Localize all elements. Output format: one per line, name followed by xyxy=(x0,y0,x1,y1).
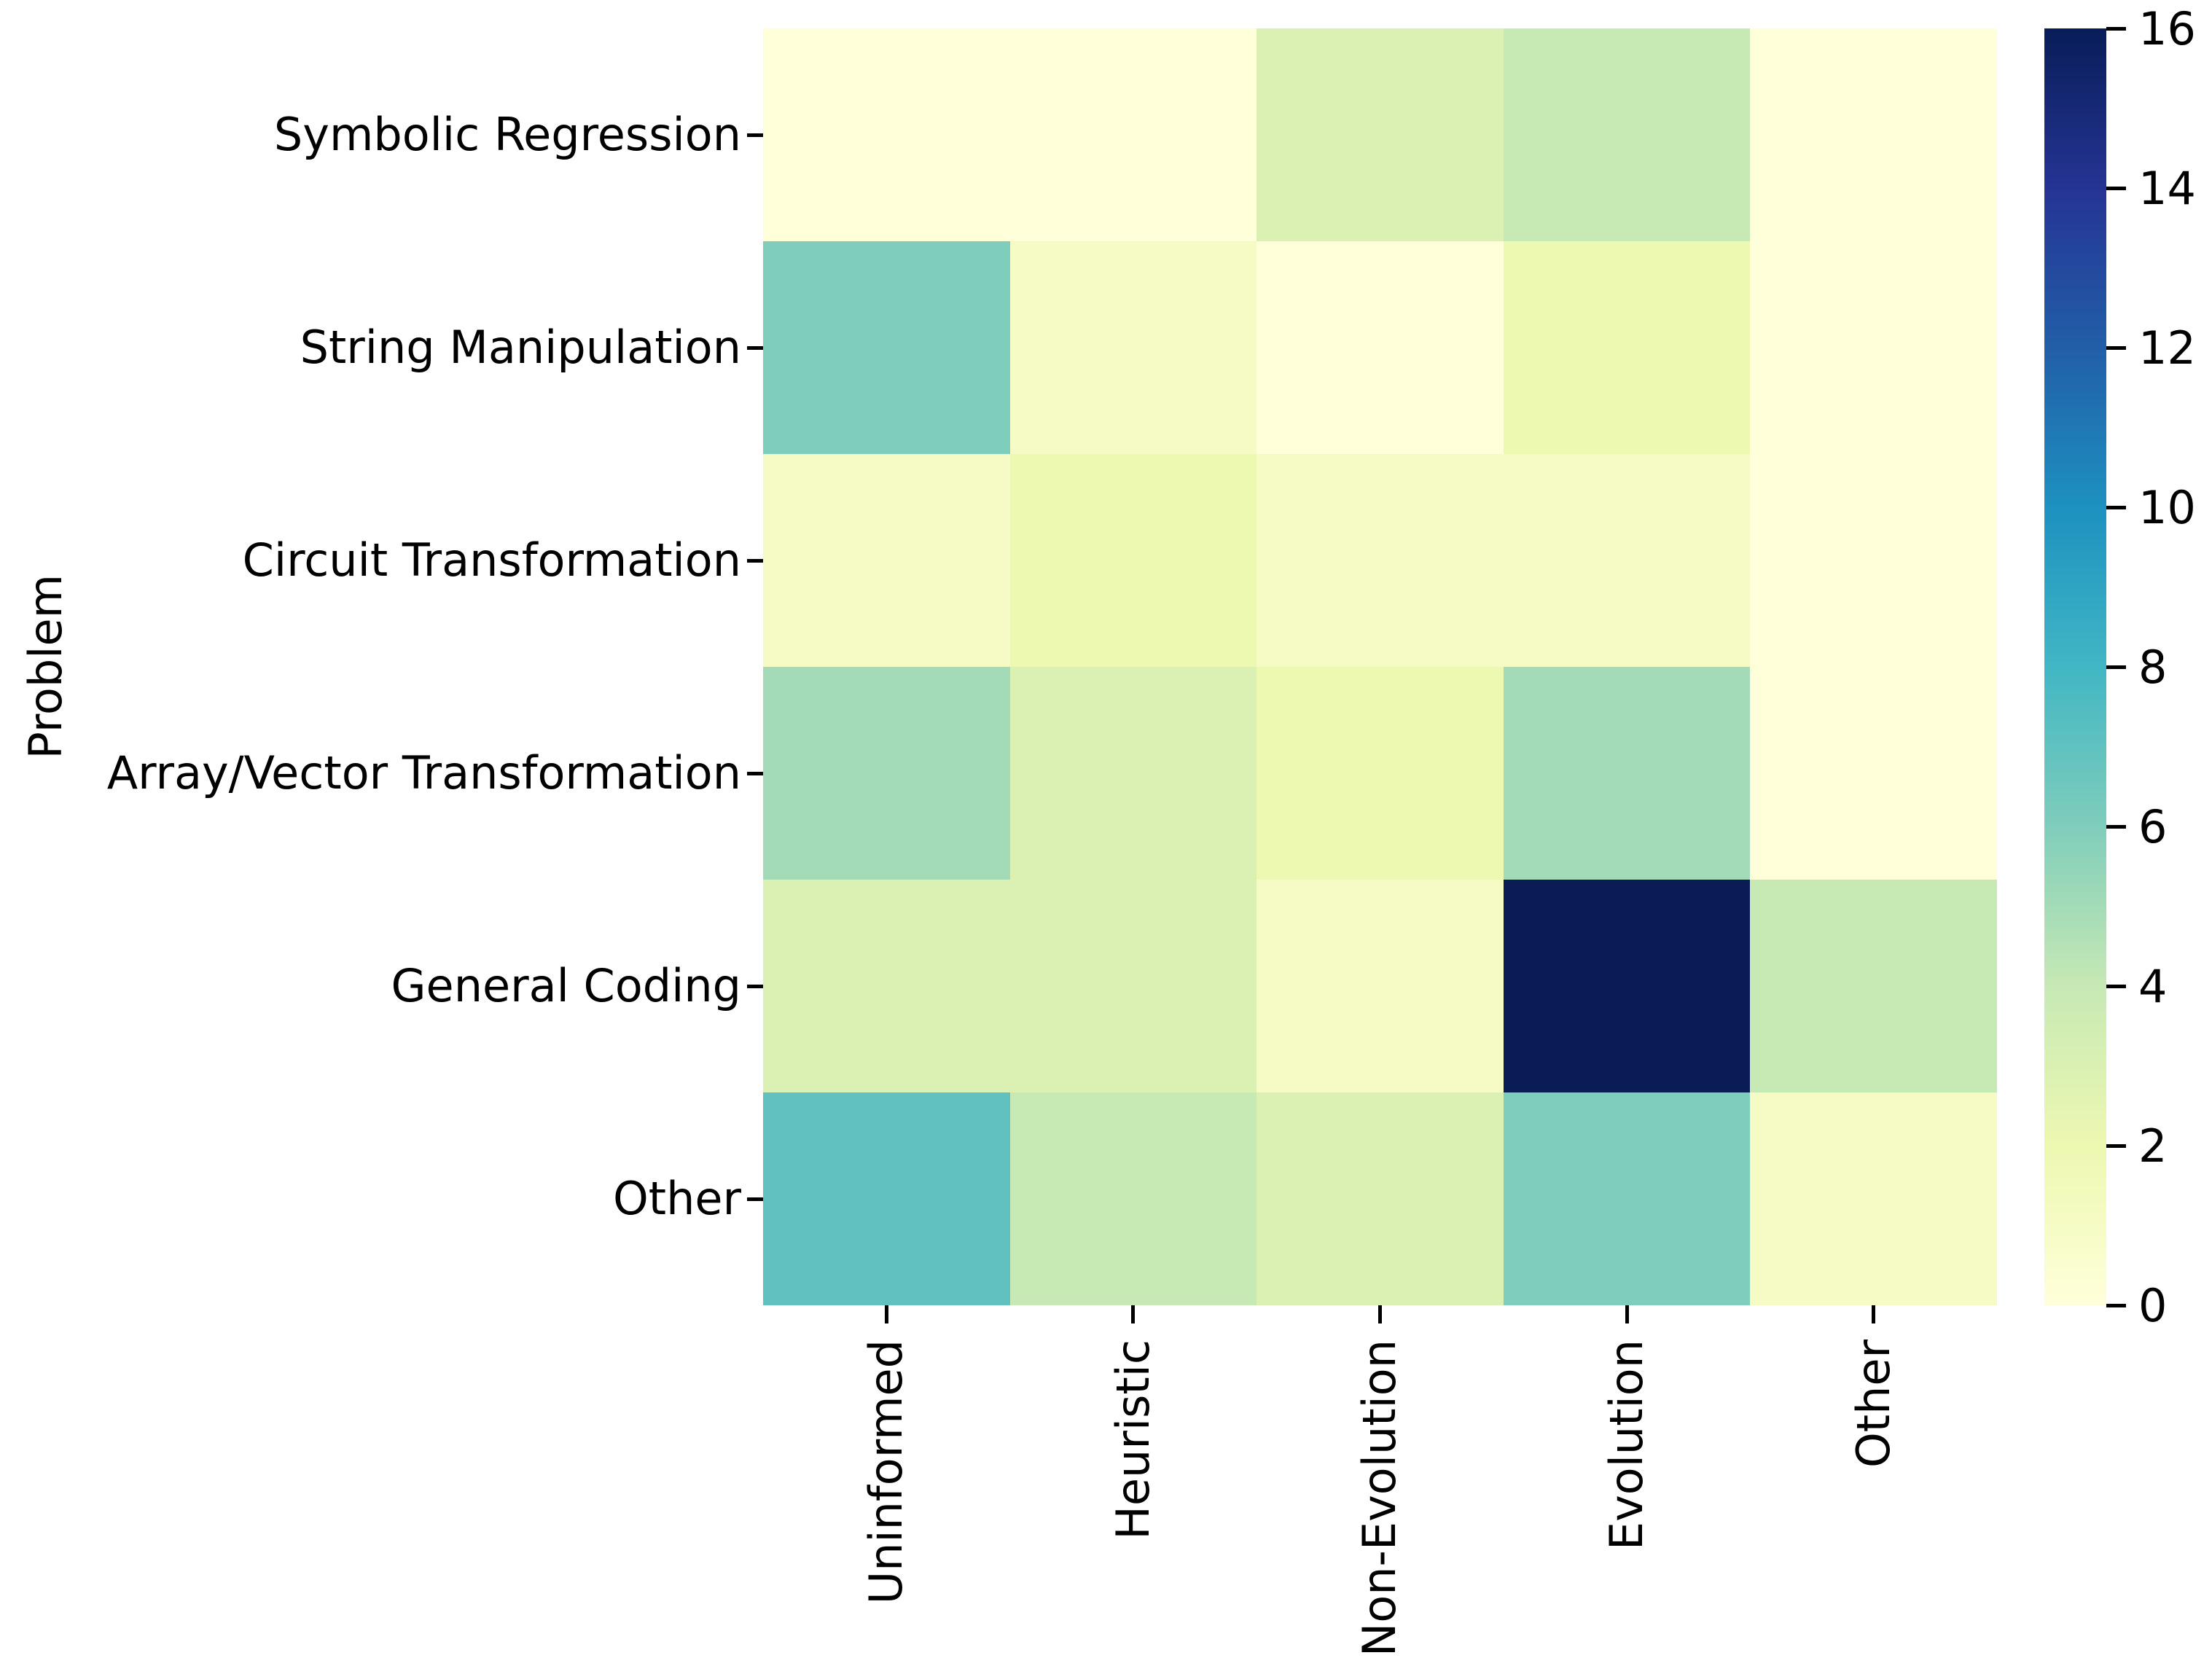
y-tick-mark xyxy=(747,558,763,563)
colorbar-tick-label: 0 xyxy=(2138,1278,2168,1332)
colorbar xyxy=(2044,28,2106,1305)
x-tick-label-text: Other xyxy=(1846,1340,1900,1469)
colorbar-tick-label: 14 xyxy=(2138,161,2196,215)
heatmap-cell xyxy=(763,241,1010,454)
colorbar-tick-label: 2 xyxy=(2138,1119,2168,1173)
heatmap-cell xyxy=(763,28,1010,241)
colorbar-tick-label: 12 xyxy=(2138,321,2196,375)
y-tick-label: Circuit Transformation xyxy=(242,533,741,587)
heatmap-cell xyxy=(1750,28,1997,241)
y-tick-label: String Manipulation xyxy=(300,320,741,374)
x-tick-mark xyxy=(1872,1305,1876,1323)
heatmap-cell xyxy=(1257,880,1504,1092)
heatmap-cell xyxy=(1257,454,1504,667)
heatmap-cell xyxy=(763,667,1010,880)
colorbar-tick-mark xyxy=(2106,665,2126,669)
heatmap-cell xyxy=(1009,454,1257,667)
colorbar-tick-mark xyxy=(2106,26,2126,31)
y-axis-title: Problem xyxy=(16,28,74,1305)
x-tick-mark xyxy=(1131,1305,1136,1323)
heatmap-cell xyxy=(1503,667,1751,880)
heatmap-cell xyxy=(1009,1092,1257,1305)
x-tick-label: Non-Evolution xyxy=(1344,1340,1417,1657)
heatmap-cell xyxy=(1009,241,1257,454)
x-tick-mark xyxy=(1625,1305,1629,1323)
heatmap-cell xyxy=(1257,241,1504,454)
heatmap-cell xyxy=(1257,1092,1504,1305)
y-tick-label: General Coding xyxy=(391,958,742,1012)
x-tick-label-text: Non-Evolution xyxy=(1353,1340,1407,1657)
heatmap-cell xyxy=(1750,880,1997,1092)
heatmap-plot xyxy=(763,28,1997,1305)
colorbar-tick-mark xyxy=(2106,1303,2126,1307)
colorbar-tick-mark xyxy=(2106,186,2126,190)
heatmap-cell xyxy=(763,880,1010,1092)
heatmap-cell xyxy=(1009,880,1257,1092)
heatmap-cell xyxy=(1503,241,1751,454)
x-tick-label-text: Evolution xyxy=(1600,1340,1653,1551)
heatmap-cell xyxy=(1009,28,1257,241)
heatmap-cell xyxy=(1750,667,1997,880)
colorbar-tick-mark xyxy=(2106,824,2126,829)
heatmap-cell xyxy=(1257,667,1504,880)
x-tick-label: Other xyxy=(1837,1340,1910,1468)
heatmap-cell xyxy=(1750,454,1997,667)
heatmap-cell xyxy=(1503,454,1751,667)
x-tick-label: Uninformed xyxy=(850,1340,923,1604)
y-tick-label: Array/Vector Transformation xyxy=(106,746,741,799)
colorbar-tick-mark xyxy=(2106,1143,2126,1148)
y-tick-label: Other xyxy=(612,1171,741,1225)
colorbar-tick-label: 10 xyxy=(2138,480,2196,534)
x-tick-label: Evolution xyxy=(1590,1340,1663,1550)
x-tick-label: Heuristic xyxy=(1097,1340,1170,1540)
heatmap-cell xyxy=(763,1092,1010,1305)
colorbar-tick-label: 16 xyxy=(2138,1,2196,55)
y-tick-mark xyxy=(747,1197,763,1201)
y-tick-label: Symbolic Regression xyxy=(273,107,741,161)
y-axis-title-text: Problem xyxy=(18,574,72,759)
x-tick-mark xyxy=(884,1305,888,1323)
y-tick-mark xyxy=(747,771,763,775)
heatmap-cell xyxy=(1750,241,1997,454)
colorbar-tick-mark xyxy=(2106,505,2126,509)
heatmap-cell xyxy=(1503,28,1751,241)
x-tick-label-text: Uninformed xyxy=(859,1340,913,1605)
y-tick-mark xyxy=(747,984,763,988)
y-tick-mark xyxy=(747,345,763,350)
y-tick-mark xyxy=(747,133,763,137)
colorbar-tick-mark xyxy=(2106,984,2126,988)
heatmap-cell xyxy=(1503,880,1751,1092)
colorbar-tick-label: 6 xyxy=(2138,799,2168,853)
colorbar-tick-label: 8 xyxy=(2138,640,2168,694)
heatmap-cell xyxy=(763,454,1010,667)
x-tick-mark xyxy=(1378,1305,1382,1323)
heatmap-cell xyxy=(1009,667,1257,880)
x-tick-label-text: Heuristic xyxy=(1106,1340,1160,1540)
heatmap-cell xyxy=(1257,28,1504,241)
colorbar-tick-mark xyxy=(2106,345,2126,350)
colorbar-tick-label: 4 xyxy=(2138,959,2168,1013)
heatmap-cell xyxy=(1503,1092,1751,1305)
heatmap-cell xyxy=(1750,1092,1997,1305)
